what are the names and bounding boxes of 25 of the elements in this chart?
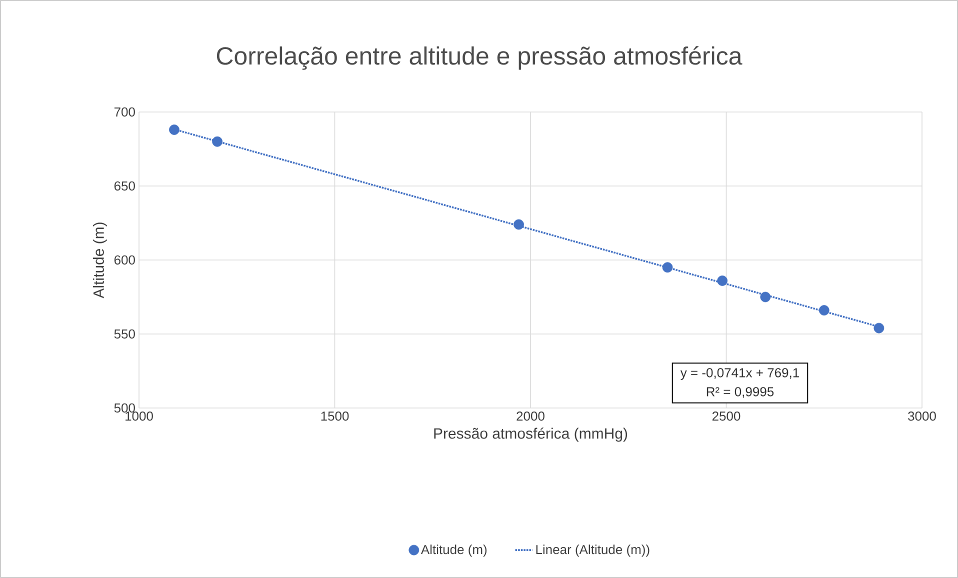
y-tick-label: 550 [114,329,135,339]
x-tick-label: 3000 [908,412,936,421]
legend-label: Altitude (m) [420,544,487,557]
legend-label: Linear (Altitude (m)) [536,544,650,557]
x-tick-label: 1000 [126,412,153,421]
point [212,136,223,147]
point [514,219,524,230]
annotation: y = -0,0741x + 769,1 [680,368,799,380]
x-tick-label: 2500 [712,412,740,421]
x-tick-label: 1500 [321,412,349,421]
annotation: R² = 0,9995 [706,387,774,398]
y-tick-label: 500 [114,403,135,413]
point [717,276,728,286]
y-tick-label: 650 [114,181,135,191]
x-axis-title: Pressão atmosférica (mmHg) [434,428,628,442]
point [169,124,180,135]
y-tick-label: 600 [114,255,135,265]
chart-title: Correlação entre altitude e pressão atmosférica [216,46,742,70]
y-tick-label: 700 [114,107,135,117]
point [874,322,884,334]
x-tick-label: 2000 [516,412,544,421]
point [662,262,673,273]
y-axis-title: Altitude (m) [92,222,107,298]
point [760,292,771,302]
point [818,305,830,316]
